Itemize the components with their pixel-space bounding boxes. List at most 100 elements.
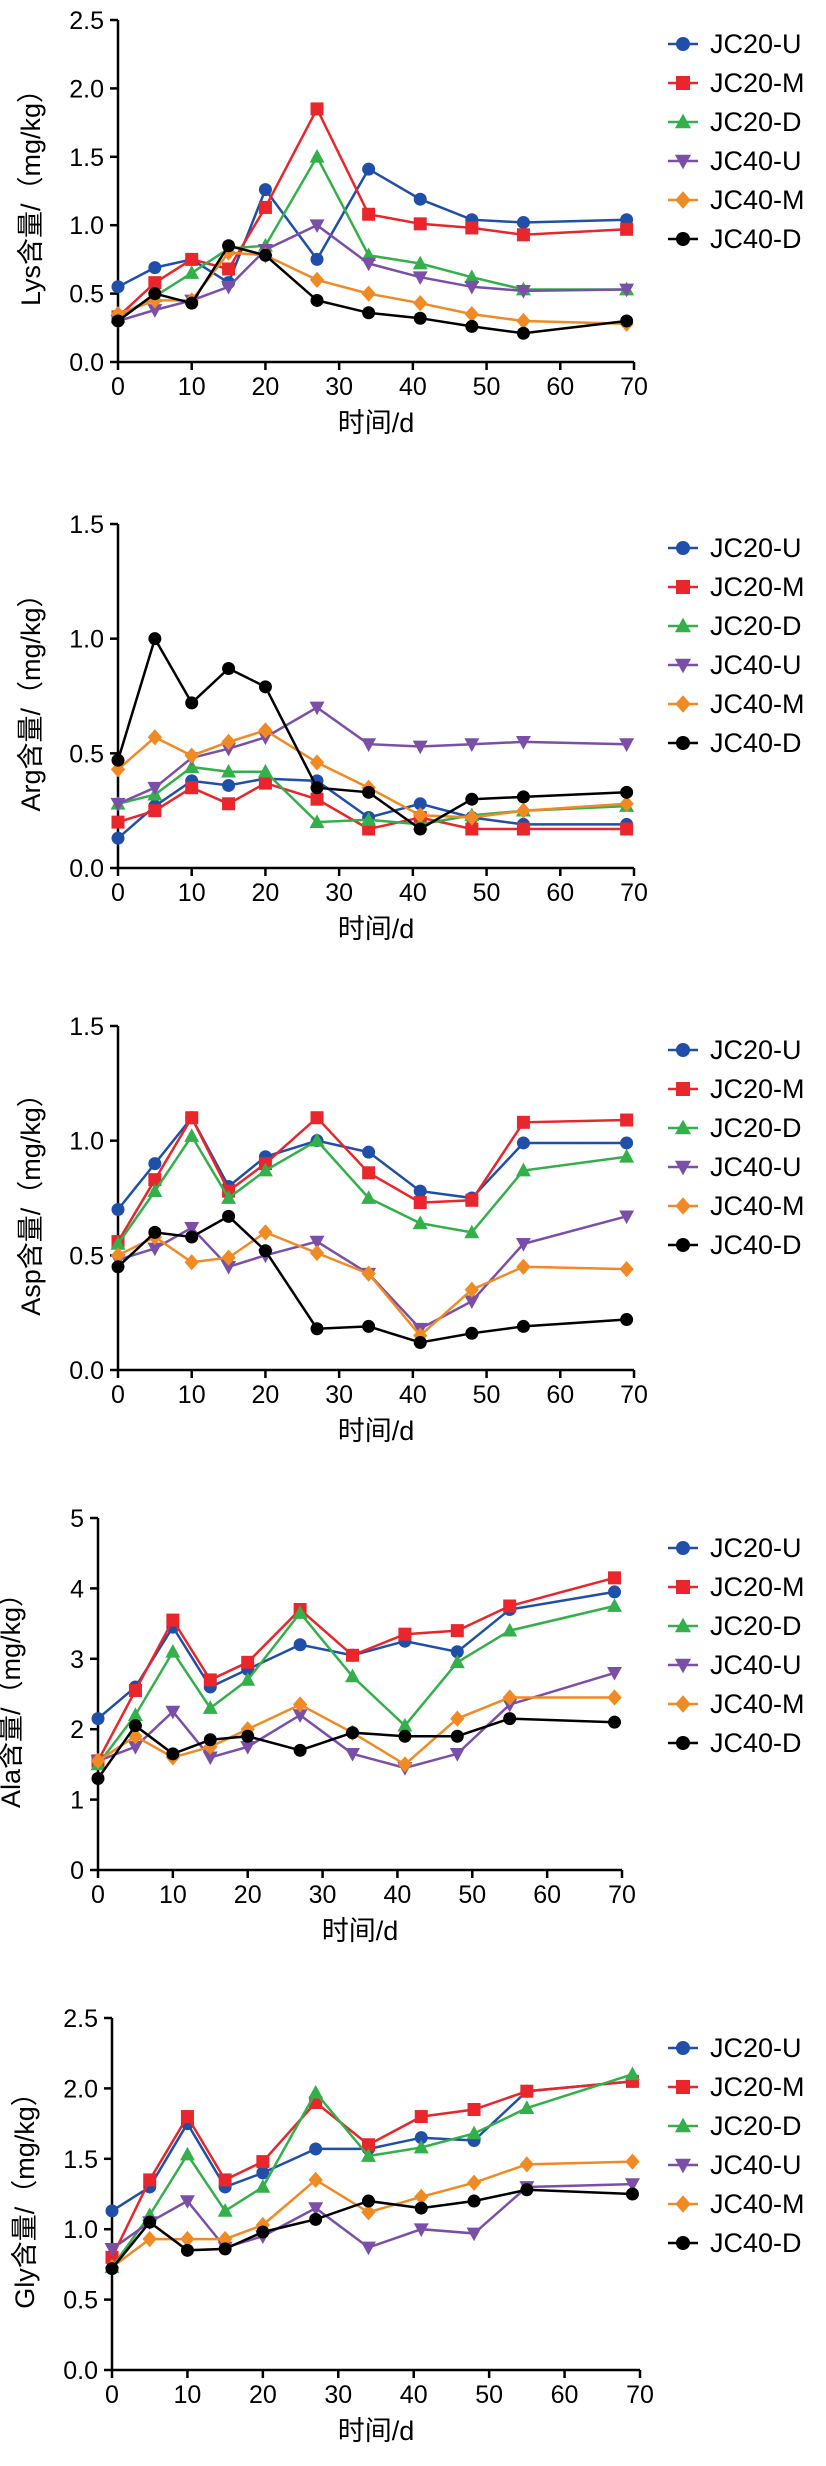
data-point bbox=[619, 1210, 635, 1225]
y-tick-label: 0.5 bbox=[69, 740, 104, 768]
data-point bbox=[91, 1771, 105, 1785]
x-tick-label: 10 bbox=[174, 2381, 202, 2409]
legend-marker bbox=[676, 232, 690, 246]
data-point bbox=[256, 2166, 270, 2180]
data-point bbox=[218, 2173, 232, 2187]
data-point bbox=[148, 632, 162, 646]
data-point bbox=[619, 738, 635, 752]
x-tick-label: 50 bbox=[475, 2381, 503, 2409]
y-tick-label: 0.0 bbox=[69, 855, 104, 883]
data-point bbox=[310, 293, 324, 307]
y-tick-label: 1.5 bbox=[69, 1013, 104, 1041]
data-point bbox=[310, 1111, 324, 1125]
x-tick-label: 50 bbox=[458, 1881, 486, 1909]
data-point bbox=[184, 265, 200, 279]
data-point bbox=[464, 1224, 480, 1239]
data-point bbox=[466, 2174, 482, 2191]
legend-marker bbox=[676, 2236, 690, 2250]
data-point bbox=[310, 1322, 324, 1336]
data-point bbox=[148, 1225, 162, 1239]
data-point bbox=[412, 271, 428, 285]
y-tick-label: 2.0 bbox=[63, 2075, 98, 2103]
data-point bbox=[256, 2155, 270, 2169]
legend-marker bbox=[676, 1736, 690, 1750]
data-point bbox=[128, 1728, 143, 1745]
data-point bbox=[256, 2225, 270, 2239]
data-point bbox=[147, 729, 163, 746]
series-jc20-d bbox=[110, 1128, 635, 1250]
data-point bbox=[465, 1193, 479, 1207]
y-tick-label: 0.5 bbox=[69, 281, 104, 309]
data-point bbox=[309, 2142, 323, 2156]
data-point bbox=[516, 326, 530, 340]
legend-label: JC20-D bbox=[710, 1611, 802, 1641]
series-jc40-d bbox=[111, 239, 634, 340]
data-point bbox=[221, 1190, 237, 1204]
legend-marker bbox=[675, 1197, 691, 1215]
data-point bbox=[620, 822, 634, 836]
data-point bbox=[258, 722, 273, 739]
legend-marker bbox=[674, 1617, 692, 1633]
x-tick-label: 10 bbox=[178, 879, 206, 907]
data-point bbox=[360, 2241, 376, 2256]
data-point bbox=[362, 785, 376, 799]
y-tick-label: 0.0 bbox=[69, 349, 104, 377]
data-point bbox=[619, 283, 635, 298]
data-point bbox=[465, 822, 479, 836]
data-point bbox=[412, 740, 428, 755]
x-tick-label: 40 bbox=[384, 1881, 412, 1909]
data-point bbox=[111, 753, 125, 767]
data-point bbox=[308, 2084, 324, 2099]
data-point bbox=[503, 1599, 517, 1613]
legend-marker bbox=[674, 617, 692, 633]
series-jc20-d bbox=[104, 2066, 640, 2274]
series-jc20-m bbox=[111, 776, 634, 836]
data-point bbox=[309, 2212, 323, 2226]
y-tick-label: 3 bbox=[70, 1646, 84, 1674]
x-tick-label: 10 bbox=[159, 1881, 187, 1909]
legend-label: JC20-U bbox=[710, 2033, 802, 2063]
x-tick-label: 60 bbox=[551, 2381, 579, 2409]
legend-marker bbox=[674, 658, 692, 674]
series-line-jc40-m bbox=[117, 1230, 627, 1338]
legend-label: JC40-D bbox=[710, 1728, 802, 1758]
data-point bbox=[413, 1184, 427, 1198]
data-point bbox=[147, 1183, 163, 1197]
data-point bbox=[147, 1242, 163, 1257]
data-point bbox=[111, 831, 125, 845]
data-point bbox=[413, 2223, 429, 2237]
data-point bbox=[450, 1624, 464, 1638]
y-tick-label: 2.5 bbox=[69, 7, 104, 35]
data-point bbox=[184, 1254, 199, 1271]
data-point bbox=[292, 1696, 308, 1713]
legend-label: JC40-U bbox=[710, 1650, 802, 1680]
x-axis-label: 时间/d bbox=[338, 408, 415, 438]
x-tick-label: 20 bbox=[234, 1881, 262, 1909]
data-point bbox=[361, 2138, 375, 2152]
legend: JC20-U JC20-M JC20-D JC40-U JC40-M JC40-D bbox=[668, 1533, 805, 1758]
data-point bbox=[203, 1733, 217, 1747]
x-tick-label: 70 bbox=[626, 2381, 654, 2409]
legend-label: JC20-M bbox=[710, 68, 805, 98]
data-point bbox=[516, 228, 530, 242]
x-tick-label: 50 bbox=[473, 1381, 501, 1409]
data-point bbox=[620, 314, 634, 328]
y-tick-label: 2 bbox=[70, 1716, 84, 1744]
data-point bbox=[413, 217, 427, 231]
legend-marker bbox=[675, 2195, 691, 2213]
data-point bbox=[413, 2139, 429, 2154]
x-tick-label: 20 bbox=[249, 2381, 277, 2409]
data-point bbox=[362, 162, 376, 176]
data-point bbox=[624, 2066, 640, 2081]
x-tick-label: 50 bbox=[473, 373, 501, 401]
data-point bbox=[179, 2146, 195, 2161]
series-jc40-m bbox=[104, 2153, 640, 2276]
y-tick-label: 1.0 bbox=[63, 2216, 98, 2244]
legend-label: JC20-M bbox=[710, 1572, 805, 1602]
data-point bbox=[502, 1622, 518, 1637]
legend-label: JC40-M bbox=[710, 185, 805, 215]
data-point bbox=[624, 2178, 640, 2192]
data-point bbox=[620, 1313, 634, 1327]
series-jc40-d bbox=[91, 1712, 622, 1785]
data-point bbox=[105, 2262, 119, 2276]
